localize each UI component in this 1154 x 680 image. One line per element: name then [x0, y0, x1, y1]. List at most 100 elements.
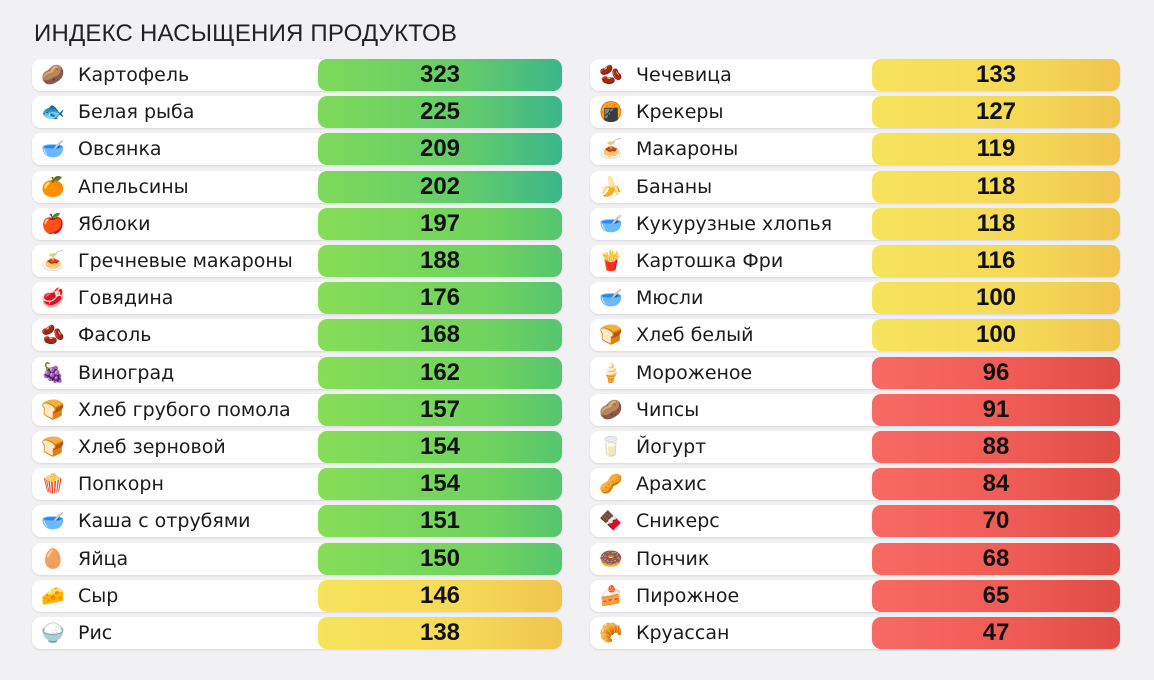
food-name: Рис: [78, 622, 113, 644]
satiety-value: 154: [318, 431, 562, 463]
food-name: Яблоки: [78, 212, 151, 235]
satiety-value: 151: [318, 505, 562, 538]
table-row: 🍝 Гречневые макароны 188: [32, 245, 562, 277]
satiety-value: 133: [872, 59, 1120, 91]
food-name: Апельсины: [78, 175, 189, 198]
table-row: 🥜 Арахис 84: [590, 468, 1120, 501]
satiety-value: 138: [318, 617, 562, 649]
food-name: Фасоль: [78, 324, 152, 347]
crackers-icon: 🍘: [599, 101, 623, 124]
food-name: Каша с отрубями: [78, 510, 251, 533]
table-row: 🥐 Круассан 47: [590, 617, 1120, 649]
food-name: Говядина: [78, 287, 174, 310]
table-row: 🍚 Рис 138: [32, 617, 562, 649]
satiety-value: 202: [318, 170, 562, 203]
grain-bread-icon: 🍞: [41, 436, 65, 458]
pasta-icon: 🍝: [41, 250, 65, 272]
table-row: 🍿 Попкорн 154: [32, 468, 562, 501]
table-row: 🥣 Мюсли 100: [590, 282, 1120, 315]
satiety-value: 70: [872, 505, 1120, 538]
food-name: Чипсы: [636, 398, 700, 421]
food-name: Виноград: [78, 361, 175, 384]
satiety-value: 162: [318, 356, 562, 389]
food-name: Сыр: [78, 584, 119, 607]
food-name: Гречневые макароны: [78, 250, 293, 272]
satiety-value: 88: [872, 431, 1120, 463]
satiety-value: 197: [318, 207, 562, 240]
satiety-value: 157: [318, 393, 562, 426]
food-name: Пирожное: [636, 584, 740, 607]
table-row: 🥔 Чипсы 91: [590, 393, 1120, 426]
potato-icon: 🥔: [41, 64, 65, 86]
food-name: Попкорн: [78, 473, 164, 496]
satiety-value: 176: [318, 282, 562, 315]
satiety-value: 188: [318, 245, 562, 277]
food-name: Сникерс: [636, 510, 720, 533]
table-row: 🍘 Крекеры 127: [590, 96, 1120, 129]
satiety-value: 65: [872, 579, 1120, 612]
satiety-value: 84: [872, 468, 1120, 501]
table-row: 🥣 Каша с отрубями 151: [32, 505, 562, 538]
food-name: Хлеб белый: [636, 324, 754, 347]
food-name: Картошка Фри: [636, 250, 784, 272]
candy-bar-icon: 🍫: [599, 510, 623, 533]
food-name: Макароны: [636, 138, 739, 161]
grapes-icon: 🍇: [41, 361, 65, 384]
food-name: Пончик: [636, 547, 710, 570]
satiety-value: 118: [872, 207, 1120, 240]
table-row: 🍩 Пончик 68: [590, 542, 1120, 575]
food-name: Чечевица: [636, 64, 732, 86]
table-row: 🍞 Хлеб белый 100: [590, 319, 1120, 352]
satiety-value: 100: [872, 319, 1120, 352]
porridge-icon: 🥣: [41, 510, 65, 533]
table-row: 🧀 Сыр 146: [32, 579, 562, 612]
food-name: Круассан: [636, 622, 730, 644]
table-row: 🍟 Картошка Фри 116: [590, 245, 1120, 277]
table-row: 🍊 Апельсины 202: [32, 170, 562, 203]
table-row: 🍞 Хлеб зерновой 154: [32, 431, 562, 463]
satiety-value: 154: [318, 468, 562, 501]
food-name: Йогурт: [636, 436, 707, 458]
satiety-value: 96: [872, 356, 1120, 389]
food-name: Мороженое: [636, 361, 753, 384]
table-row: 🍦 Мороженое 96: [590, 356, 1120, 389]
food-name: Бананы: [636, 175, 713, 198]
orange-icon: 🍊: [41, 175, 65, 198]
donut-icon: 🍩: [599, 547, 623, 570]
table-row: 🥚 Яйца 150: [32, 542, 562, 575]
oatmeal-bowl-icon: 🥣: [41, 138, 65, 161]
satiety-value: 209: [318, 133, 562, 166]
satiety-value: 119: [872, 133, 1120, 166]
table-row: 🍰 Пирожное 65: [590, 579, 1120, 612]
satiety-value: 225: [318, 96, 562, 129]
satiety-value: 91: [872, 393, 1120, 426]
satiety-value: 100: [872, 282, 1120, 315]
ice-cream-icon: 🍦: [599, 361, 623, 384]
egg-icon: 🥚: [41, 547, 65, 570]
table-row: 🍇 Виноград 162: [32, 356, 562, 389]
peanuts-icon: 🥜: [599, 473, 623, 496]
satiety-value: 150: [318, 542, 562, 575]
food-name: Арахис: [636, 473, 707, 496]
food-name: Хлеб грубого помола: [78, 398, 291, 421]
table-row: 🍞 Хлеб грубого помола 157: [32, 393, 562, 426]
satiety-value: 168: [318, 319, 562, 352]
food-name: Картофель: [78, 64, 190, 86]
fish-icon: 🐟: [41, 101, 65, 124]
banana-icon: 🍌: [599, 175, 623, 198]
table-row: 🥔 Картофель 323: [32, 59, 562, 91]
table-row: 🥣 Овсянка 209: [32, 133, 562, 166]
food-name: Белая рыба: [78, 101, 195, 124]
food-name: Мюсли: [636, 287, 704, 310]
yogurt-icon: 🥛: [599, 436, 623, 458]
croissant-icon: 🥐: [599, 622, 623, 644]
table-row: 🐟 Белая рыба 225: [32, 96, 562, 129]
chips-icon: 🥔: [599, 398, 623, 421]
table-row: 🍝 Макароны 119: [590, 133, 1120, 166]
satiety-value: 127: [872, 96, 1120, 129]
food-name: Крекеры: [636, 101, 724, 124]
food-name: Кукурузные хлопья: [636, 212, 833, 235]
steak-icon: 🥩: [41, 287, 65, 310]
satiety-value: 323: [318, 59, 562, 91]
satiety-value: 118: [872, 170, 1120, 203]
